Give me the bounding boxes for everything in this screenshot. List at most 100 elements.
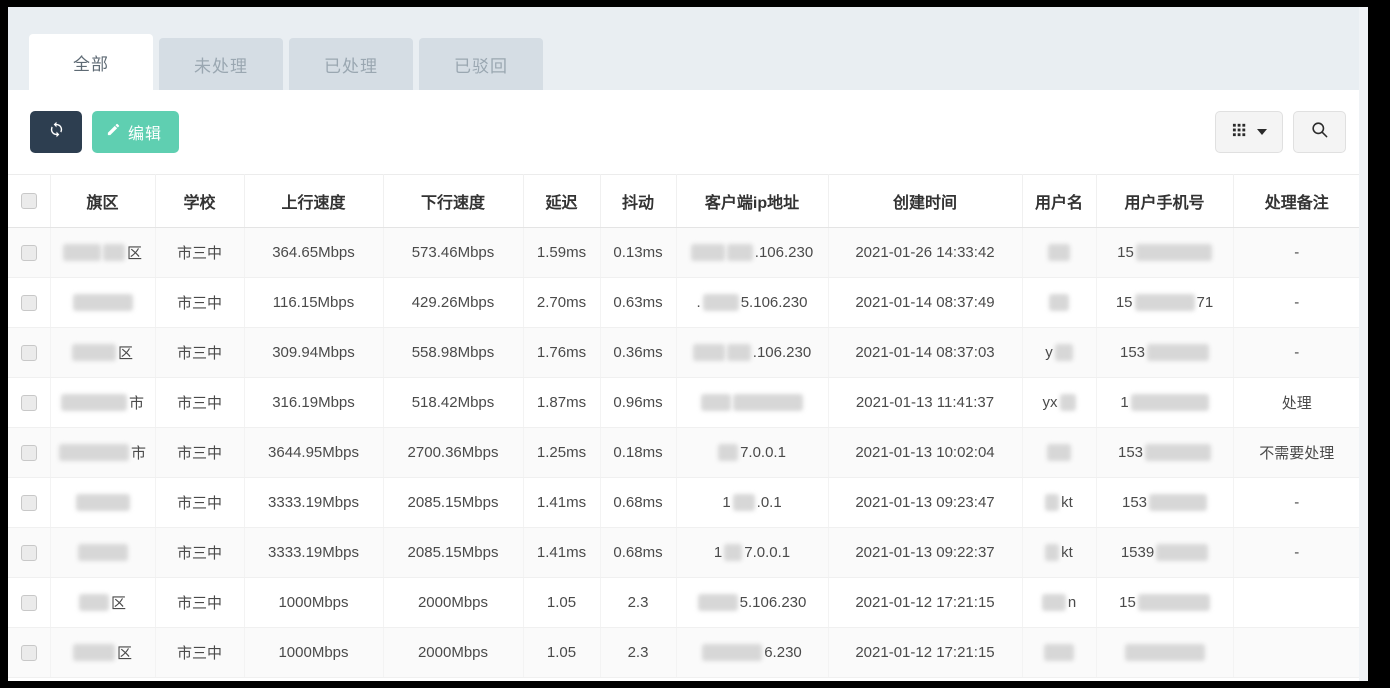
app-viewport: 全部 未处理 已处理 已驳回: [8, 7, 1368, 681]
cell-value: 3333.19Mbps: [268, 494, 359, 511]
value-prefix: .: [696, 294, 701, 311]
row-checkbox[interactable]: [20, 495, 37, 512]
redacted-user: yx: [1027, 378, 1092, 427]
value-suffix: 6.230: [764, 644, 802, 661]
grid-icon: [1232, 121, 1249, 143]
edit-button[interactable]: 编辑: [92, 111, 180, 153]
column-header-remark[interactable]: 处理备注: [1233, 174, 1360, 228]
cell-value: 1.59ms: [536, 244, 587, 261]
column-header-qiqu[interactable]: 旗区: [50, 174, 156, 228]
row-checkbox[interactable]: [20, 545, 37, 562]
cell-check[interactable]: [8, 527, 51, 578]
cell-value: 2085.15Mbps: [407, 544, 499, 561]
redacted-block: [102, 244, 125, 261]
column-header-delay[interactable]: 延迟: [523, 174, 601, 228]
cell-value: 0.68ms: [613, 494, 663, 511]
cell-phone: 15 71: [1096, 277, 1234, 328]
vertical-scrollbar[interactable]: [1359, 7, 1368, 681]
redacted-user: [1027, 228, 1092, 277]
column-header-phone[interactable]: 用户手机号: [1096, 174, 1234, 228]
cell-ip: 7.0.0.1: [676, 427, 829, 478]
cell-check[interactable]: [8, 327, 51, 378]
tab-0[interactable]: 全部: [29, 34, 153, 90]
cell-ip: . 5.106.230: [676, 277, 829, 328]
search-button[interactable]: [1293, 111, 1346, 153]
redacted-ip: .106.230: [681, 328, 824, 377]
table-row[interactable]: 市 市三中 316.19Mbps 518.42Mbps 1.87ms 0.96ms 2021…: [8, 377, 1360, 428]
row-checkbox[interactable]: [20, 445, 37, 462]
cell-check[interactable]: [8, 577, 51, 628]
table-row[interactable]: 市 市三中 3644.95Mbps 2700.36Mbps 1.25ms 0.18ms 7.…: [8, 427, 1360, 478]
cell-jitter: 0.63ms: [600, 277, 677, 328]
cell-check[interactable]: [8, 427, 51, 478]
redacted-block: [77, 544, 128, 561]
cell-check[interactable]: [8, 627, 51, 678]
column-header-ip[interactable]: 客户端ip地址: [676, 174, 829, 228]
cell-down: 558.98Mbps: [383, 327, 524, 378]
cell-check[interactable]: [8, 377, 51, 428]
column-header-user[interactable]: 用户名: [1022, 174, 1097, 228]
table-row[interactable]: 区 市三中 364.65Mbps 573.46Mbps 1.59ms 0.13ms .106…: [8, 227, 1360, 278]
row-checkbox[interactable]: [20, 395, 37, 412]
redacted-phone: 1539: [1101, 528, 1229, 577]
column-chooser-button[interactable]: [1215, 111, 1283, 153]
table-row[interactable]: 市三中 3333.19Mbps 2085.15Mbps 1.41ms 0.68ms 1 7.…: [8, 527, 1360, 578]
column-header-jitter[interactable]: 抖动: [600, 174, 677, 228]
tab-3[interactable]: 已驳回: [419, 38, 543, 90]
redacted-block: [733, 394, 803, 411]
cell-value: 2000Mbps: [417, 644, 489, 661]
cell-user: [1022, 627, 1097, 678]
cell-value: 518.42Mbps: [411, 394, 495, 411]
cell-jitter: 0.36ms: [600, 327, 677, 378]
table-row[interactable]: 区 市三中 1000Mbps 2000Mbps 1.05 2.3 5.106.230 2021…: [8, 577, 1360, 628]
column-header-label: 用户手机号: [1124, 195, 1205, 212]
row-checkbox[interactable]: [20, 345, 37, 362]
redacted-ip: 1 .0.1: [681, 478, 824, 527]
redacted-block: [1130, 394, 1209, 411]
cell-check[interactable]: [8, 277, 51, 328]
row-checkbox[interactable]: [20, 295, 37, 312]
redacted-block: [702, 294, 739, 311]
cell-delay: 2.70ms: [523, 277, 601, 328]
cell-value: 0.63ms: [613, 294, 663, 311]
cell-up: 3333.19Mbps: [244, 527, 384, 578]
cell-value: 2021-01-12 17:21:15: [855, 644, 995, 661]
cell-jitter: 0.96ms: [600, 377, 677, 428]
table-header: 旗区 学校 上行速度 下行速度 延迟 抖动 客户端ip地址 创建时间 用户名 用户手机号 处理备注: [8, 174, 1360, 228]
data-table: 旗区 学校 上行速度 下行速度 延迟 抖动 客户端ip地址 创建时间 用户名 用户手机号 处理备注 …: [8, 174, 1360, 678]
cell-school: 市三中: [155, 277, 245, 328]
redacted-block: [697, 594, 738, 611]
column-header-created[interactable]: 创建时间: [828, 174, 1023, 228]
redacted-ip: . 5.106.230: [681, 278, 824, 327]
table-row[interactable]: 市三中 116.15Mbps 429.26Mbps 2.70ms 0.63ms. 5.10…: [8, 277, 1360, 328]
row-checkbox[interactable]: [20, 595, 37, 612]
redacted-block: [72, 294, 133, 311]
redacted-qiqu: 市: [55, 378, 151, 427]
cell-check[interactable]: [8, 477, 51, 528]
table-row[interactable]: 区 市三中 309.94Mbps 558.98Mbps 1.76ms 0.36ms .106…: [8, 327, 1360, 378]
column-header-label: 处理备注: [1264, 195, 1329, 212]
column-header-check[interactable]: [8, 174, 51, 228]
cell-created: 2021-01-13 11:41:37: [828, 377, 1023, 428]
refresh-button[interactable]: [30, 111, 82, 153]
cell-phone: 1: [1096, 377, 1234, 428]
cell-check[interactable]: [8, 227, 51, 278]
cell-down: 573.46Mbps: [383, 227, 524, 278]
cell-created: 2021-01-13 09:23:47: [828, 477, 1023, 528]
row-checkbox[interactable]: [20, 245, 37, 262]
cell-value: 2021-01-14 08:37:03: [855, 344, 995, 361]
tab-2[interactable]: 已处理: [289, 38, 413, 90]
table-row[interactable]: 区 市三中 1000Mbps 2000Mbps 1.05 2.3 6.230 2021-01-…: [8, 627, 1360, 678]
column-header-school[interactable]: 学校: [155, 174, 245, 228]
cell-ip: [676, 377, 829, 428]
select-all-checkbox[interactable]: [20, 192, 37, 209]
cell-phone: 15: [1096, 227, 1234, 278]
value-prefix: 15: [1119, 594, 1136, 611]
tab-1[interactable]: 未处理: [159, 38, 283, 90]
redacted-user: kt: [1027, 528, 1092, 577]
cell-up: 316.19Mbps: [244, 377, 384, 428]
column-header-down[interactable]: 下行速度: [383, 174, 524, 228]
column-header-up[interactable]: 上行速度: [244, 174, 384, 228]
row-checkbox[interactable]: [20, 645, 37, 662]
table-row[interactable]: 市三中 3333.19Mbps 2085.15Mbps 1.41ms 0.68ms 1 .0…: [8, 477, 1360, 528]
